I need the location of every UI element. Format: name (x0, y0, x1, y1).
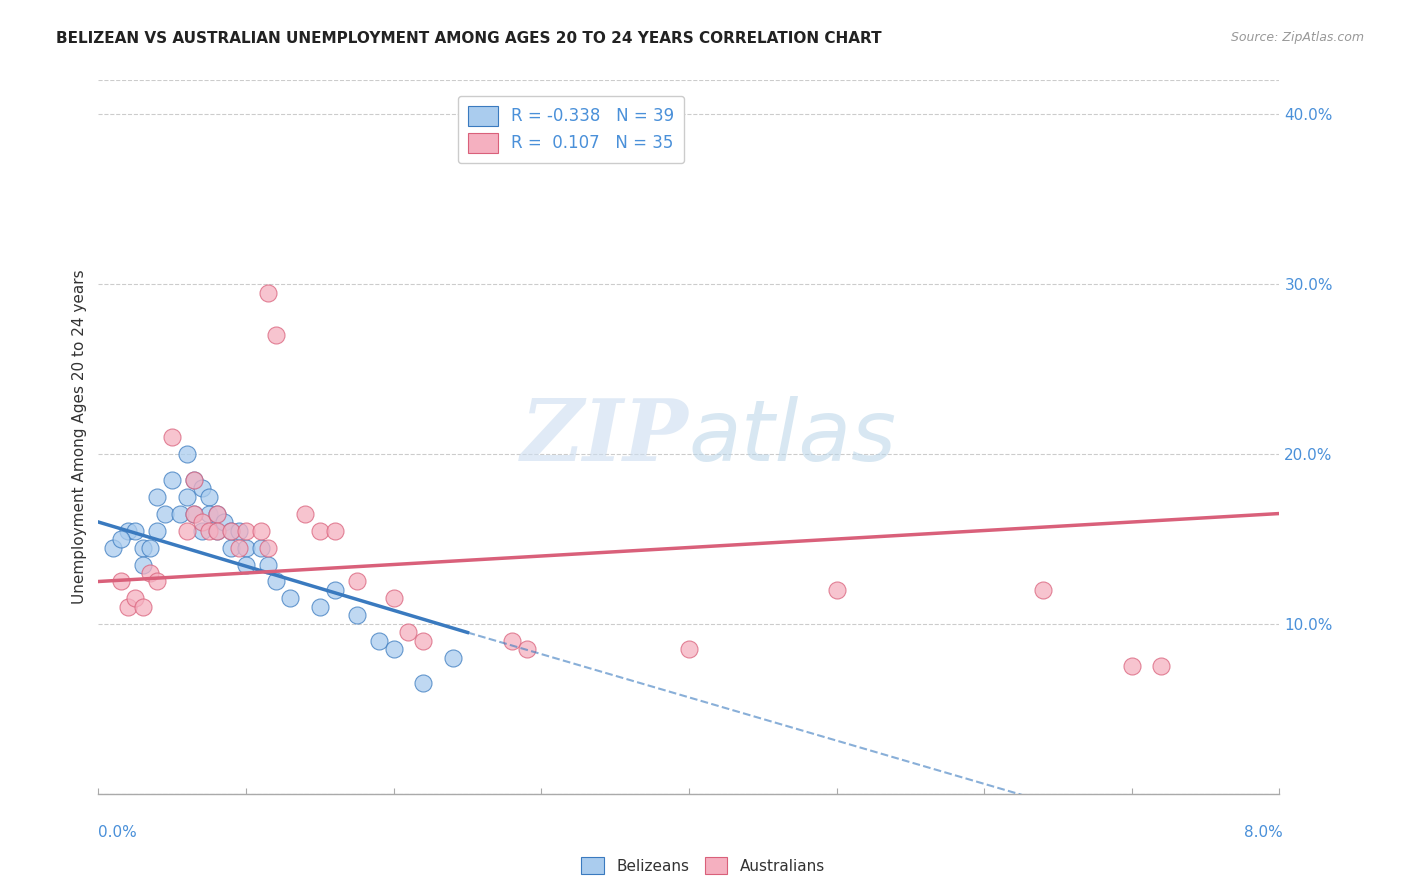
Point (235, 541, 257, 555)
Point (183, 473, 205, 487)
Point (264, 328, 287, 343)
Point (257, 558, 280, 572)
Text: Source: ZipAtlas.com: Source: ZipAtlas.com (1230, 31, 1364, 45)
Point (441, 651, 464, 665)
Point (1032, 582, 1054, 597)
Point (162, 430, 183, 444)
Point (228, 524, 250, 538)
Point (205, 507, 228, 521)
Point (162, 473, 183, 487)
Point (515, 642, 537, 657)
Legend: R = -0.338   N = 39, R =  0.107   N = 35: R = -0.338 N = 39, R = 0.107 N = 35 (457, 95, 685, 163)
Point (191, 481, 214, 495)
Point (382, 591, 405, 606)
Point (367, 634, 389, 648)
Point (346, 608, 368, 623)
Point (139, 541, 162, 555)
Point (146, 524, 169, 538)
Text: atlas: atlas (689, 395, 897, 479)
Point (139, 566, 162, 580)
Point (257, 285, 280, 300)
Point (191, 524, 214, 538)
Point (132, 541, 155, 555)
Text: ZIP: ZIP (522, 395, 689, 479)
Point (176, 490, 198, 504)
Point (124, 591, 146, 606)
Point (198, 524, 221, 538)
Point (176, 447, 198, 461)
Point (219, 524, 242, 538)
Point (323, 524, 346, 538)
Text: 8.0%: 8.0% (1243, 825, 1282, 840)
Point (198, 507, 221, 521)
Point (169, 507, 191, 521)
Point (183, 473, 205, 487)
Text: BELIZEAN VS AUSTRALIAN UNEMPLOYMENT AMONG AGES 20 TO 24 YEARS CORRELATION CHART: BELIZEAN VS AUSTRALIAN UNEMPLOYMENT AMON… (56, 31, 882, 46)
Point (191, 515, 214, 529)
Point (264, 574, 287, 589)
Point (396, 625, 419, 640)
Point (678, 642, 700, 657)
Point (146, 490, 169, 504)
Point (235, 558, 257, 572)
Point (146, 574, 169, 589)
Point (501, 634, 523, 648)
Point (212, 515, 235, 529)
Point (110, 574, 132, 589)
Y-axis label: Unemployment Among Ages 20 to 24 years: Unemployment Among Ages 20 to 24 years (72, 269, 87, 605)
Point (308, 524, 332, 538)
Point (198, 490, 221, 504)
Point (183, 507, 205, 521)
Point (323, 582, 346, 597)
Point (132, 558, 155, 572)
Point (205, 524, 228, 538)
Point (257, 541, 280, 555)
Point (205, 507, 228, 521)
Point (412, 634, 434, 648)
Point (346, 574, 368, 589)
Point (219, 524, 242, 538)
Point (228, 541, 250, 555)
Text: 0.0%: 0.0% (98, 825, 138, 840)
Point (153, 507, 176, 521)
Point (176, 524, 198, 538)
Point (1150, 659, 1173, 673)
Point (278, 591, 302, 606)
Point (205, 524, 228, 538)
Point (412, 676, 434, 690)
Point (382, 642, 405, 657)
Point (132, 599, 155, 614)
Point (250, 524, 273, 538)
Point (183, 507, 205, 521)
Point (219, 541, 242, 555)
Point (235, 524, 257, 538)
Point (117, 599, 139, 614)
Legend: Belizeans, Australians: Belizeans, Australians (575, 851, 831, 880)
Point (110, 532, 132, 546)
Point (825, 582, 848, 597)
Point (103, 541, 125, 555)
Point (294, 507, 316, 521)
Point (117, 524, 139, 538)
Point (308, 599, 332, 614)
Point (124, 524, 146, 538)
Point (250, 541, 273, 555)
Point (1121, 659, 1143, 673)
